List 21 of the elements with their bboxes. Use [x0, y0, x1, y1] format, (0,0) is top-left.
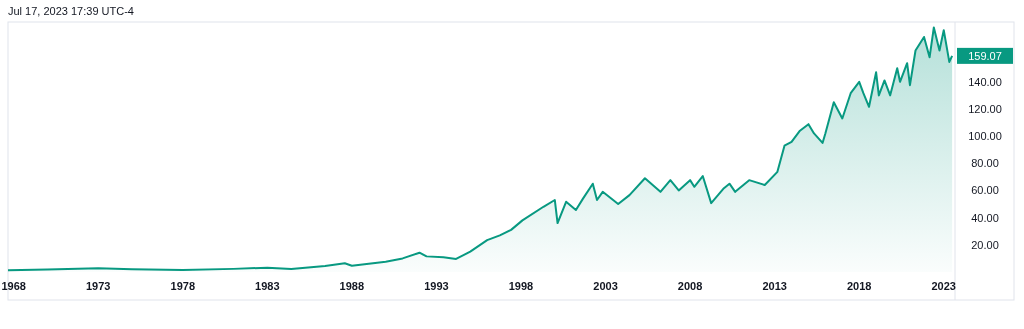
chart-title: Jul 17, 2023 17:39 UTC-4	[8, 5, 134, 17]
x-tick-label: 2023	[931, 280, 956, 292]
x-tick-label: 1973	[85, 280, 111, 292]
y-tick-label: 20.00	[971, 238, 999, 251]
x-tick-label: 2003	[593, 280, 618, 292]
text: 159.07	[968, 49, 1002, 62]
y-tick-label: 40.00	[971, 211, 999, 224]
x-tick-label: 2008	[677, 280, 703, 292]
x-tick-label: 1968	[1, 280, 26, 292]
x-tick-label: 1988	[339, 280, 365, 292]
x-tick-label: 2018	[846, 280, 872, 292]
x-tick-label: 2013	[762, 280, 787, 292]
x-tick-label: 1978	[170, 280, 196, 292]
x-tick-label: 1983	[255, 280, 280, 292]
x-tick-label: 1993	[424, 280, 449, 292]
x-tick-label: 1998	[508, 280, 534, 292]
y-tick-label: 120.00	[968, 102, 1002, 115]
y-tick-label: 100.00	[968, 129, 1002, 142]
y-tick-label: 140.00	[968, 75, 1002, 88]
y-tick-label: 60.00	[971, 184, 999, 197]
y-tick-label: 80.00	[971, 157, 999, 170]
